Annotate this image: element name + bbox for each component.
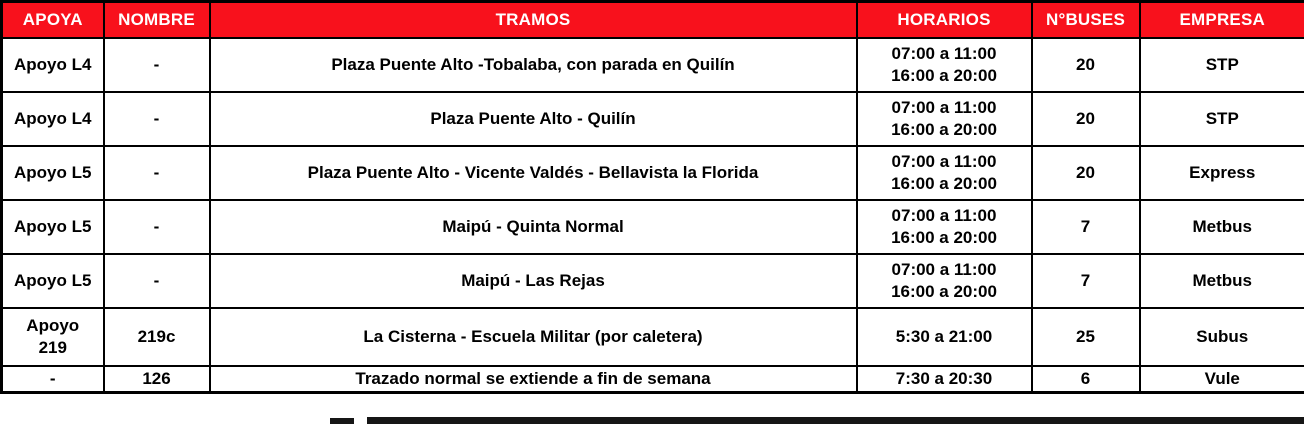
cell-line: 07:00 a 11:00	[891, 259, 997, 279]
cell-empresa: STP	[1138, 37, 1304, 93]
cell-apoya: Apoyo L4	[0, 91, 105, 147]
table-row: Apoyo L5 - Maipú - Las Rejas 07:00 a 11:…	[0, 253, 1304, 309]
bus-support-table: APOYA NOMBRE TRAMOS HORARIOS N°BUSES EMP…	[0, 0, 1304, 395]
cell-line: Apoyo L5	[14, 216, 92, 236]
cell-apoya: Apoyo L5	[0, 199, 105, 255]
column-header-apoya: APOYA	[0, 0, 105, 39]
cell-horarios: 07:00 a 11:00 16:00 a 20:00	[855, 145, 1033, 201]
column-header-tramos: TRAMOS	[208, 0, 858, 39]
table-row: Apoyo L5 - Maipú - Quinta Normal 07:00 a…	[0, 199, 1304, 255]
column-header-horarios: HORARIOS	[855, 0, 1033, 39]
cell-line: -	[49, 369, 56, 388]
cell-tramos: Plaza Puente Alto - Quilín	[208, 91, 858, 147]
cell-empresa: Subus	[1138, 307, 1304, 367]
cell-line: Apoyo L5	[14, 162, 92, 182]
table-row: Apoyo L4 - Plaza Puente Alto - Quilín 07…	[0, 91, 1304, 147]
bottom-window-edge-left	[330, 418, 354, 424]
cell-nombre: -	[102, 145, 211, 201]
bottom-window-edge	[367, 417, 1304, 424]
cell-tramos: Plaza Puente Alto - Vicente Valdés - Bel…	[208, 145, 858, 201]
cell-line: Apoyo L4	[14, 54, 92, 74]
cell-nombre: 219c	[102, 307, 211, 367]
cell-nombre: -	[102, 199, 211, 255]
cell-horarios: 07:00 a 11:00 16:00 a 20:00	[855, 37, 1033, 93]
cell-horarios: 07:00 a 11:00 16:00 a 20:00	[855, 199, 1033, 255]
cell-apoya: Apoyo L5	[0, 145, 105, 201]
cell-line: 07:00 a 11:00	[891, 151, 997, 171]
cell-tramos: La Cisterna - Escuela Militar (por calet…	[208, 307, 858, 367]
table-row: Apoyo L5 - Plaza Puente Alto - Vicente V…	[0, 145, 1304, 201]
cell-tramos: Trazado normal se extiende a fin de sema…	[208, 365, 858, 394]
cell-horarios: 07:00 a 11:00 16:00 a 20:00	[855, 91, 1033, 147]
cell-tramos: Plaza Puente Alto -Tobalaba, con parada …	[208, 37, 858, 93]
header-row: APOYA NOMBRE TRAMOS HORARIOS N°BUSES EMP…	[0, 0, 1304, 39]
cell-tramos: Maipú - Quinta Normal	[208, 199, 858, 255]
cell-apoya: Apoyo L4	[0, 37, 105, 93]
cell-line: 7:30 a 20:30	[895, 369, 993, 388]
cell-empresa: Express	[1138, 145, 1304, 201]
cell-empresa: STP	[1138, 91, 1304, 147]
column-header-nbuses: N°BUSES	[1030, 0, 1141, 39]
cell-nbuses: 7	[1030, 199, 1141, 255]
table-row: - 126 Trazado normal se extiende a fin d…	[0, 365, 1304, 394]
cell-line: Apoyo L4	[14, 108, 92, 128]
cell-nbuses: 20	[1030, 37, 1141, 93]
cell-line: 5:30 a 21:00	[895, 326, 993, 346]
cell-line: 07:00 a 11:00	[891, 97, 997, 117]
cell-horarios: 07:00 a 11:00 16:00 a 20:00	[855, 253, 1033, 309]
table-row: Apoyo 219 219c La Cisterna - Escuela Mil…	[0, 307, 1304, 367]
cell-line: Apoyo L5	[14, 270, 92, 290]
table-row: Apoyo L4 - Plaza Puente Alto -Tobalaba, …	[0, 37, 1304, 93]
cell-horarios: 7:30 a 20:30	[855, 365, 1033, 394]
cell-line: 16:00 a 20:00	[891, 120, 997, 139]
cell-nbuses: 25	[1030, 307, 1141, 367]
cell-nombre: 126	[102, 365, 211, 394]
cell-line: 16:00 a 20:00	[891, 66, 997, 85]
cell-line: 07:00 a 11:00	[891, 205, 997, 225]
column-header-nombre: NOMBRE	[102, 0, 211, 39]
cell-line: 16:00 a 20:00	[891, 228, 997, 247]
cell-empresa: Metbus	[1138, 199, 1304, 255]
column-header-empresa: EMPRESA	[1138, 0, 1304, 39]
cell-line: Apoyo	[26, 315, 80, 335]
cell-horarios: 5:30 a 21:00	[855, 307, 1033, 367]
cell-apoya: -	[0, 365, 105, 394]
cell-nbuses: 20	[1030, 145, 1141, 201]
cell-nombre: -	[102, 253, 211, 309]
cell-tramos: Maipú - Las Rejas	[208, 253, 858, 309]
cell-nbuses: 6	[1030, 365, 1141, 394]
cell-nbuses: 20	[1030, 91, 1141, 147]
cell-nbuses: 7	[1030, 253, 1141, 309]
cell-empresa: Metbus	[1138, 253, 1304, 309]
cell-empresa: Vule	[1138, 365, 1304, 394]
cell-apoya: Apoyo 219	[0, 307, 105, 367]
cell-apoya: Apoyo L5	[0, 253, 105, 309]
cell-line: 07:00 a 11:00	[891, 43, 997, 63]
cell-nombre: -	[102, 91, 211, 147]
cell-line: 219	[38, 338, 67, 357]
cell-nombre: -	[102, 37, 211, 93]
cell-line: 16:00 a 20:00	[891, 282, 997, 301]
cell-line: 16:00 a 20:00	[891, 174, 997, 193]
